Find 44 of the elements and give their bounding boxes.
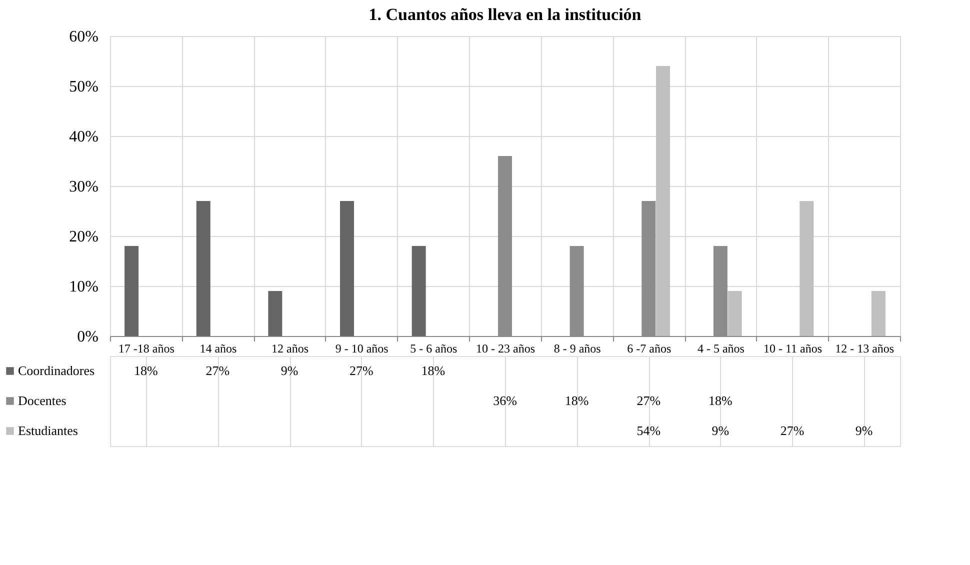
x-tick-label: 12 años xyxy=(272,342,309,356)
y-tick-label: 50% xyxy=(69,78,98,96)
x-tick-label: 8 - 9 años xyxy=(554,342,602,356)
data-label: 9% xyxy=(855,423,873,438)
bar xyxy=(124,246,139,336)
bar xyxy=(340,201,354,336)
data-label: 54% xyxy=(636,423,661,438)
legend-label: Docentes xyxy=(18,393,66,408)
data-label: 27% xyxy=(636,393,661,408)
bar xyxy=(412,246,426,336)
x-tick-label: 12 - 13 años xyxy=(835,342,894,356)
data-label: 27% xyxy=(349,363,374,378)
data-label: 18% xyxy=(564,393,589,408)
bar xyxy=(268,291,282,336)
data-label: 9% xyxy=(280,363,298,378)
x-tick-label: 9 - 10 años xyxy=(335,342,389,356)
y-tick-label: 10% xyxy=(69,278,98,296)
chart-title: 1. Cuantos años lleva en la institución xyxy=(368,5,642,24)
data-label: 27% xyxy=(780,423,804,438)
y-tick-label: 0% xyxy=(77,328,98,346)
bar xyxy=(196,201,210,336)
legend-label: Estudiantes xyxy=(18,423,78,438)
x-tick-label: 17 -18 años xyxy=(118,342,175,356)
bar xyxy=(871,291,886,336)
y-tick-label: 60% xyxy=(69,28,98,46)
x-tick-label: 4 - 5 años xyxy=(697,342,745,356)
x-tick-label: 5 - 6 años xyxy=(410,342,458,356)
legend-label: Coordinadores xyxy=(18,363,95,378)
y-tick-label: 20% xyxy=(69,228,98,246)
x-tick-label: 10 - 11 años xyxy=(764,342,822,356)
data-label: 18% xyxy=(708,393,733,408)
y-tick-label: 30% xyxy=(69,178,98,196)
data-label: 27% xyxy=(206,363,230,378)
data-label: 18% xyxy=(421,363,446,378)
y-tick-label: 40% xyxy=(69,128,98,146)
x-tick-label: 10 - 23 años xyxy=(476,342,536,356)
data-label: 18% xyxy=(134,363,158,378)
bar xyxy=(728,291,742,336)
bar xyxy=(800,201,814,336)
data-label: 36% xyxy=(493,393,518,408)
data-label: 9% xyxy=(712,423,730,438)
x-tick-label: 14 años xyxy=(200,342,238,356)
bar xyxy=(656,66,670,336)
x-tick-label: 6 -7 años xyxy=(627,342,672,356)
